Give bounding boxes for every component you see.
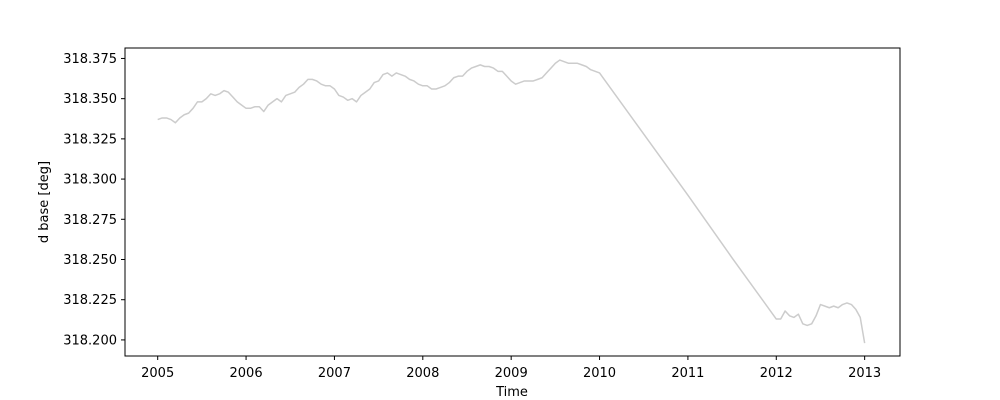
x-tick-label: 2012 — [760, 366, 793, 381]
x-tick-label: 2008 — [406, 366, 439, 381]
x-axis-label: Time — [495, 385, 528, 400]
y-tick-label: 318.325 — [63, 132, 117, 147]
y-tick-label: 318.225 — [63, 293, 117, 308]
y-tick-label: 318.375 — [63, 52, 117, 67]
y-tick-label: 318.300 — [63, 173, 117, 188]
x-tick-label: 2010 — [583, 366, 616, 381]
y-tick-label: 318.250 — [63, 253, 117, 268]
x-tick-label: 2005 — [141, 366, 174, 381]
series-layer — [157, 59, 866, 344]
x-tick-label: 2007 — [318, 366, 351, 381]
y-tick-label: 318.275 — [63, 213, 117, 228]
y-tick-label: 318.200 — [63, 333, 117, 348]
x-tick-label: 2011 — [671, 366, 704, 381]
y-axis-label: d base [deg] — [37, 161, 52, 243]
x-axis-ticks: 2005 2006 2007 2008 2009 2010 2011 2012 2013 — [141, 356, 881, 381]
x-tick-label: 2006 — [230, 366, 263, 381]
y-axis-ticks: 318.200 318.225 318.250 318.275 318.300 318.3… — [63, 52, 125, 348]
series-line — [157, 59, 866, 344]
plot-frame — [124, 47, 901, 357]
x-tick-label: 2009 — [495, 366, 528, 381]
x-tick-label: 2013 — [848, 366, 881, 381]
y-tick-label: 318.350 — [63, 92, 117, 107]
